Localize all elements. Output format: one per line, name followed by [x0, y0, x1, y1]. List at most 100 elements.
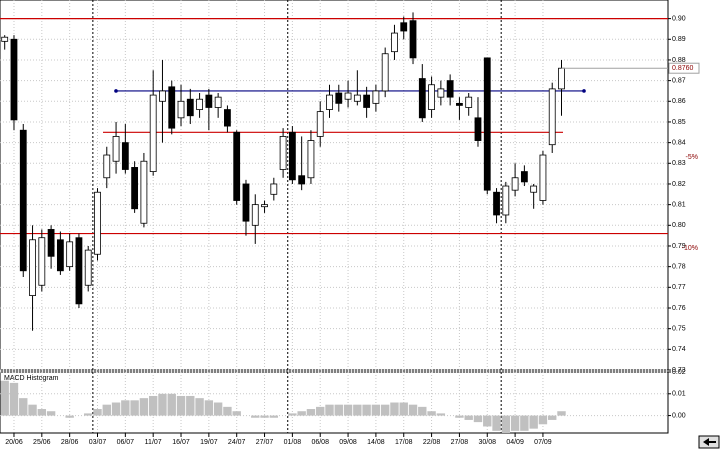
candle-body	[483, 57, 491, 191]
y-tick-label: 0.88	[672, 57, 686, 64]
candle-body	[75, 237, 83, 305]
histogram-bar	[483, 415, 492, 427]
candle-body	[520, 171, 528, 183]
histogram-bar	[343, 404, 353, 416]
x-tick-label: 25/06	[33, 439, 51, 446]
y-tick-label: 0.77	[672, 284, 686, 291]
candle-body	[131, 167, 139, 210]
candle-body	[94, 191, 101, 255]
candle-body	[196, 98, 203, 110]
histogram-bar	[223, 406, 232, 416]
histogram-bar	[148, 395, 158, 416]
candle-body	[409, 20, 417, 59]
histogram-bar	[9, 382, 19, 416]
histogram-bar	[538, 415, 548, 425]
candle-body	[112, 136, 120, 162]
price-panel	[0, 0, 669, 371]
y-tick-label: 0.80	[672, 222, 686, 229]
histogram-bar	[353, 404, 362, 416]
histogram-bar	[204, 400, 214, 416]
histogram-bar	[529, 415, 538, 429]
candle-body	[121, 142, 129, 170]
candle-body	[10, 38, 18, 121]
last-price-label: 0.8760	[672, 65, 694, 72]
candle-body	[84, 249, 92, 286]
histogram-bar	[111, 402, 121, 416]
histogram-bar	[0, 380, 9, 416]
histogram-bar	[306, 409, 316, 416]
histogram-bar	[334, 404, 343, 416]
y-tick-label: 0.83	[672, 160, 686, 167]
x-tick-label: 06/08	[311, 439, 329, 446]
x-tick-label: 19/07	[200, 439, 218, 446]
y-tick-label: 0.84	[672, 139, 686, 146]
candle-body	[177, 100, 185, 119]
y-tick-label: 0.79	[672, 243, 686, 250]
x-tick-label: 24/07	[228, 439, 246, 446]
candle-body	[159, 90, 166, 102]
candle-body	[530, 185, 538, 193]
x-tick-label: 11/07	[145, 439, 162, 446]
histogram-bar	[269, 415, 279, 418]
histogram-bar	[37, 409, 47, 416]
x-tick-label: 17/08	[395, 439, 413, 446]
x-tick-label: 04/09	[506, 439, 524, 446]
histogram-bar	[186, 395, 195, 416]
candle-body	[66, 241, 74, 268]
level-handle	[582, 89, 586, 93]
candle-body	[19, 129, 27, 272]
histogram-bar	[260, 415, 269, 418]
y-tick-label: 0.86	[672, 98, 686, 105]
x-tick-label: 09/08	[339, 439, 357, 446]
y-tick-label: 0.01	[672, 391, 686, 398]
candle-body	[465, 96, 473, 108]
candle-body	[363, 94, 371, 108]
candle-body	[381, 53, 389, 92]
y-tick-label: 0.81	[672, 201, 686, 208]
histogram-bar	[130, 400, 139, 416]
histogram-bar	[176, 395, 186, 416]
histogram-bar	[288, 413, 297, 416]
y-tick-label: 0.75	[672, 326, 686, 333]
histogram-bar	[455, 415, 464, 418]
candle-body	[344, 92, 352, 100]
histogram-bar	[297, 411, 306, 416]
histogram-bar	[464, 415, 473, 420]
arrow-icon	[703, 438, 716, 446]
histogram-bar	[102, 404, 111, 416]
candle-body	[391, 32, 398, 53]
x-tick-label: 20/06	[5, 439, 23, 446]
candle-body	[270, 183, 278, 195]
candle-body	[539, 154, 547, 201]
histogram-bar	[418, 406, 427, 416]
candle-body	[214, 96, 222, 108]
candle-body	[493, 191, 500, 216]
histogram-bar	[213, 402, 223, 416]
x-tick-label: 07/09	[534, 439, 552, 446]
histogram-bar	[362, 404, 371, 416]
macd-panel	[0, 371, 669, 434]
candle-body	[335, 92, 343, 104]
histogram-bar	[380, 404, 390, 416]
candle-body	[548, 88, 556, 146]
candle-body	[205, 94, 213, 108]
last-price-box	[668, 62, 700, 74]
histogram-bar	[371, 404, 381, 416]
scroll-button[interactable]	[698, 435, 720, 449]
histogram-bar	[501, 415, 511, 433]
candle-body	[456, 102, 463, 106]
y-tick-label: 0.85	[672, 119, 686, 126]
candle-body	[400, 22, 408, 32]
histogram-bar	[399, 402, 408, 416]
y-tick-label: 0.00	[672, 412, 686, 419]
x-tick-label: 06/07	[117, 439, 135, 446]
candle-body	[56, 239, 64, 272]
x-tick-label: 03/07	[89, 439, 107, 446]
annotation: -5%	[686, 154, 698, 161]
candle-body	[288, 131, 296, 181]
candle-body	[149, 94, 157, 172]
histogram-bar	[28, 404, 37, 416]
candle-body	[428, 84, 435, 110]
y-tick-label: 0.73	[672, 367, 686, 374]
